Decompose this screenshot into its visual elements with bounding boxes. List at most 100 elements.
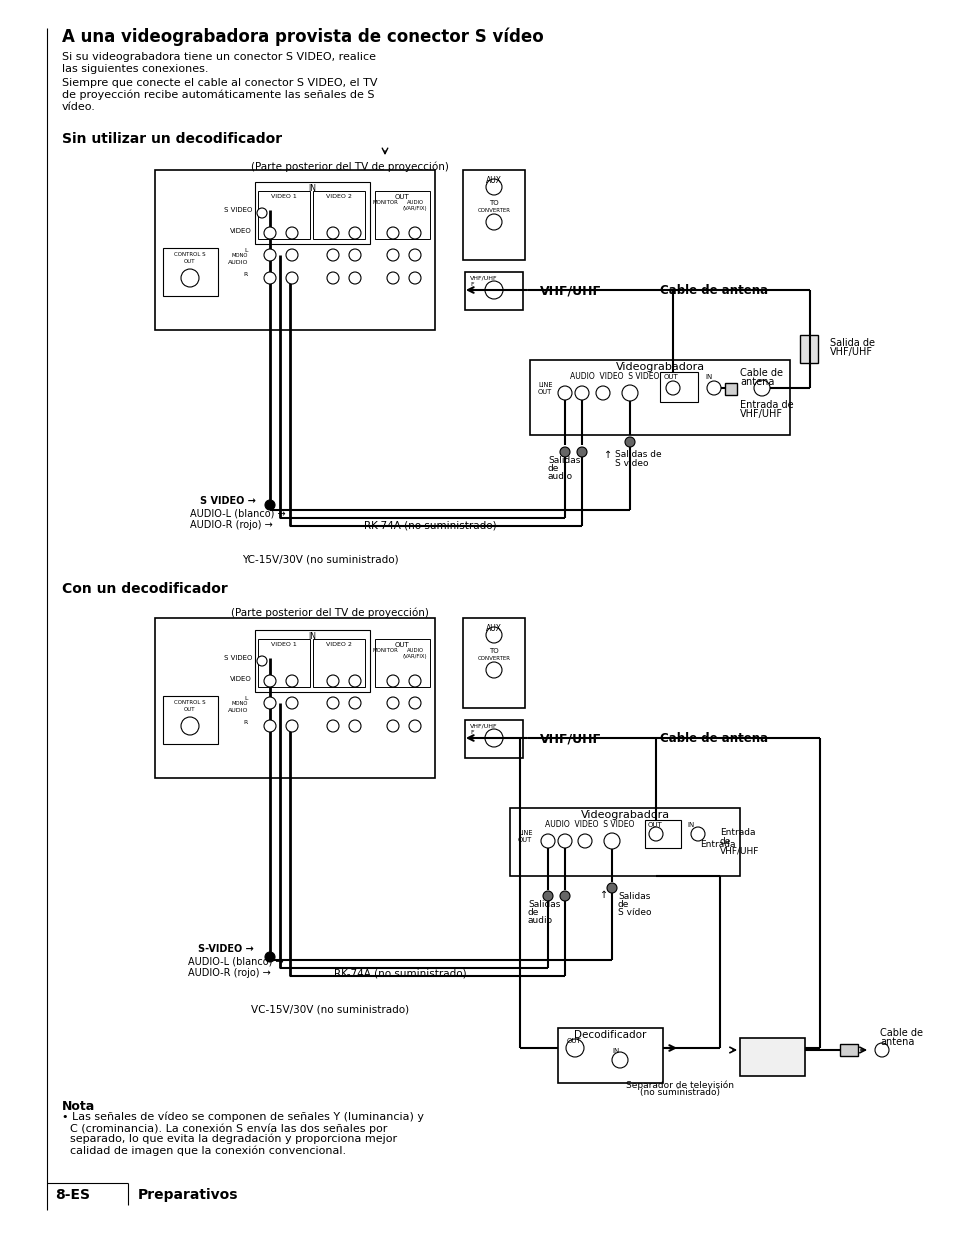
Text: ↑: ↑ xyxy=(603,450,612,460)
Circle shape xyxy=(264,249,275,261)
Circle shape xyxy=(485,179,501,195)
Circle shape xyxy=(264,272,275,284)
Bar xyxy=(462,618,524,708)
Circle shape xyxy=(349,249,360,261)
Text: VHF/UHF: VHF/UHF xyxy=(539,284,601,297)
Bar xyxy=(724,383,737,395)
Circle shape xyxy=(409,227,420,239)
Text: antena: antena xyxy=(740,377,774,387)
Text: C (crominancia). La conexión S envía las dos señales por: C (crominancia). La conexión S envía las… xyxy=(70,1123,387,1133)
Text: F: F xyxy=(470,282,473,287)
Bar xyxy=(257,639,310,687)
Text: OUT: OUT xyxy=(395,642,409,649)
Circle shape xyxy=(540,834,555,848)
Text: Salidas de: Salidas de xyxy=(615,450,661,459)
Text: VHF/UHF: VHF/UHF xyxy=(740,409,782,419)
Text: Entrada de: Entrada de xyxy=(740,399,793,411)
Text: Sin utilizar un decodificador: Sin utilizar un decodificador xyxy=(62,132,282,145)
Bar xyxy=(375,191,430,239)
Circle shape xyxy=(387,674,398,687)
Text: IN: IN xyxy=(308,633,315,641)
Text: de: de xyxy=(618,900,629,909)
Text: OUT: OUT xyxy=(517,837,532,843)
Text: VHF/UHF: VHF/UHF xyxy=(470,723,497,727)
Circle shape xyxy=(265,501,274,510)
Circle shape xyxy=(409,249,420,261)
Circle shape xyxy=(327,697,338,709)
Text: MONO: MONO xyxy=(232,702,248,707)
Bar xyxy=(558,1028,662,1083)
Text: CONTROL S: CONTROL S xyxy=(174,700,206,705)
Circle shape xyxy=(542,891,553,901)
Bar xyxy=(163,695,218,743)
Circle shape xyxy=(264,674,275,687)
Circle shape xyxy=(558,386,572,399)
Bar xyxy=(510,808,740,875)
Bar xyxy=(257,191,310,239)
Circle shape xyxy=(286,697,297,709)
Text: AUDIO-L (blanco) →: AUDIO-L (blanco) → xyxy=(188,956,283,965)
Text: CONVERTER: CONVERTER xyxy=(477,208,510,213)
Text: IN: IN xyxy=(686,822,694,829)
Text: S vídeo: S vídeo xyxy=(618,907,651,917)
Text: OUT: OUT xyxy=(395,194,409,200)
Text: OUT: OUT xyxy=(566,1038,581,1044)
Circle shape xyxy=(264,697,275,709)
Circle shape xyxy=(753,380,769,396)
Text: TO: TO xyxy=(489,649,498,653)
Circle shape xyxy=(624,436,635,448)
Text: Entrada: Entrada xyxy=(720,829,755,837)
Text: (Parte posterior del TV de proyección): (Parte posterior del TV de proyección) xyxy=(251,162,449,173)
Text: VIDEO: VIDEO xyxy=(230,228,252,234)
Circle shape xyxy=(327,249,338,261)
Circle shape xyxy=(690,827,704,841)
Circle shape xyxy=(621,385,638,401)
Text: VHF/UHF: VHF/UHF xyxy=(470,275,497,280)
Text: VIDEO: VIDEO xyxy=(230,676,252,682)
Text: vídeo.: vídeo. xyxy=(62,102,95,112)
Text: CONVERTER: CONVERTER xyxy=(477,656,510,661)
Text: AUX: AUX xyxy=(485,176,501,185)
Text: Salidas: Salidas xyxy=(547,456,579,465)
Bar xyxy=(659,372,698,402)
Text: L: L xyxy=(244,248,248,253)
Circle shape xyxy=(409,674,420,687)
Circle shape xyxy=(577,448,586,457)
Circle shape xyxy=(485,628,501,642)
Text: S VIDEO →: S VIDEO → xyxy=(200,496,255,506)
Text: IN: IN xyxy=(612,1048,618,1054)
Text: Con un decodificador: Con un decodificador xyxy=(62,582,228,596)
Text: AUDIO: AUDIO xyxy=(227,708,248,713)
Text: calidad de imagen que la conexión convencional.: calidad de imagen que la conexión conven… xyxy=(70,1145,346,1155)
Text: AUX: AUX xyxy=(485,624,501,633)
Text: Cable de: Cable de xyxy=(879,1028,923,1038)
Text: AUDIO  VIDEO  S VIDEO: AUDIO VIDEO S VIDEO xyxy=(544,820,634,829)
Circle shape xyxy=(706,381,720,395)
Circle shape xyxy=(596,386,609,399)
Bar xyxy=(154,170,435,330)
Circle shape xyxy=(665,381,679,395)
Text: Nota: Nota xyxy=(62,1100,95,1113)
Text: las siguientes conexiones.: las siguientes conexiones. xyxy=(62,64,209,74)
Text: VHF/UHF: VHF/UHF xyxy=(720,846,759,854)
Circle shape xyxy=(874,1043,888,1057)
Circle shape xyxy=(327,272,338,284)
Text: AUDIO-R (rojo) →: AUDIO-R (rojo) → xyxy=(188,968,271,978)
Text: Cable de antena: Cable de antena xyxy=(659,732,767,745)
Circle shape xyxy=(286,249,297,261)
Text: AUDIO: AUDIO xyxy=(227,260,248,265)
Circle shape xyxy=(606,883,617,893)
Text: Siempre que conecte el cable al conector S VIDEO, el TV: Siempre que conecte el cable al conector… xyxy=(62,78,377,88)
Text: R: R xyxy=(244,272,248,277)
Text: MONITOR: MONITOR xyxy=(372,200,397,205)
Text: S VIDEO: S VIDEO xyxy=(223,655,252,661)
Text: VHF/UHF: VHF/UHF xyxy=(539,732,601,745)
Text: Cable de antena: Cable de antena xyxy=(659,284,767,297)
Text: ↑: ↑ xyxy=(599,890,607,900)
Circle shape xyxy=(575,386,588,399)
Circle shape xyxy=(256,656,267,666)
Bar xyxy=(464,720,522,758)
Circle shape xyxy=(387,272,398,284)
Circle shape xyxy=(181,718,199,735)
Text: OUT: OUT xyxy=(184,707,195,711)
